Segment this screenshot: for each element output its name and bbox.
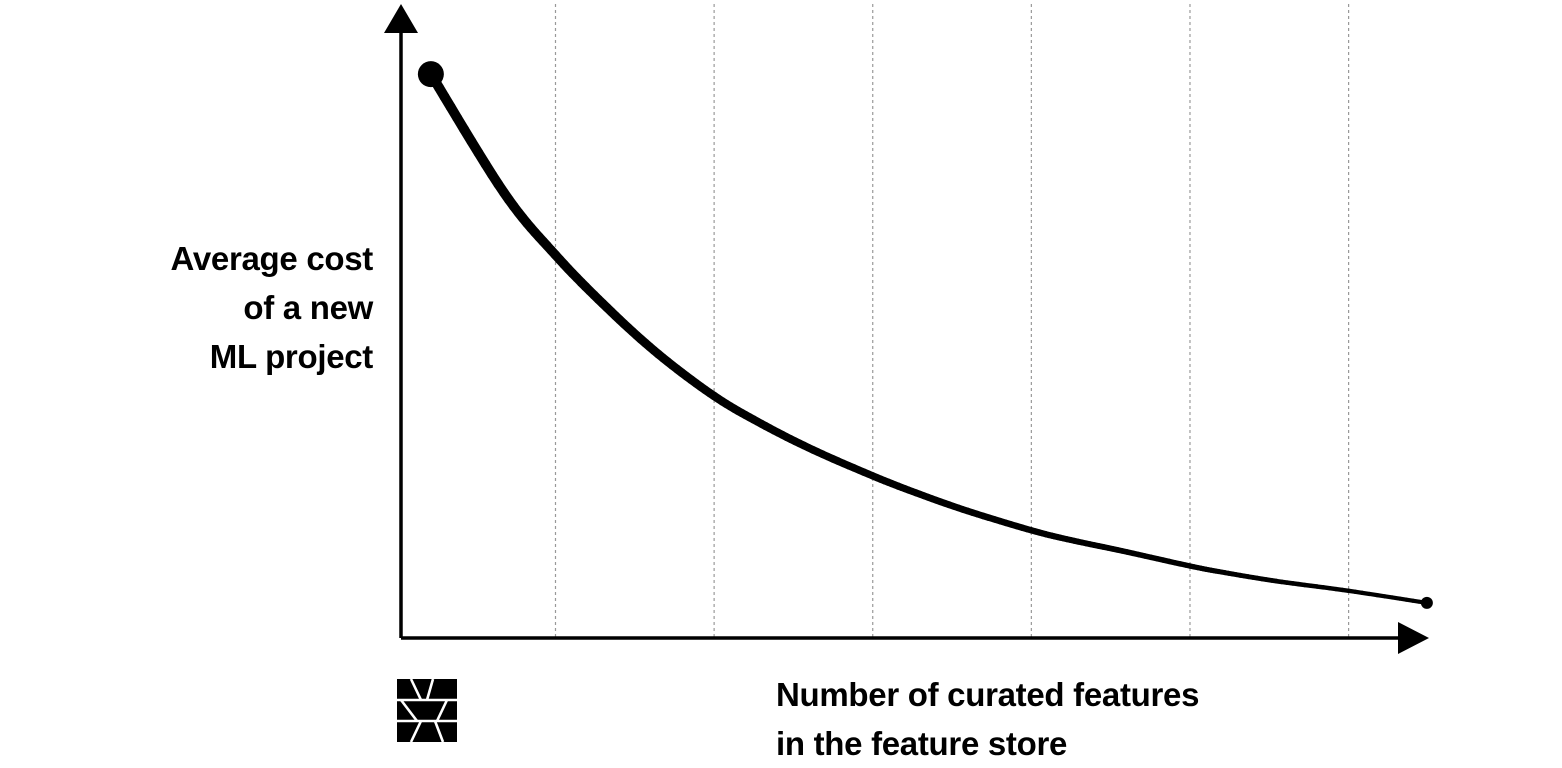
x-axis-label-line: in the feature store	[776, 719, 1199, 768]
y-axis-arrow	[384, 4, 418, 33]
y-axis-label-line: of a new	[60, 283, 373, 332]
x-axis-label: Number of curated features in the featur…	[776, 670, 1199, 768]
x-axis-arrow	[1398, 622, 1429, 654]
y-axis-label: Average cost of a new ML project	[60, 234, 373, 381]
series-start-point	[418, 61, 444, 87]
y-axis-label-line: ML project	[60, 332, 373, 381]
publisher-logo	[397, 679, 457, 742]
axes	[384, 4, 1429, 654]
series-end-point	[1421, 597, 1433, 609]
series-curve	[418, 61, 1433, 609]
y-axis-label-line: Average cost	[60, 234, 373, 283]
x-axis-label-line: Number of curated features	[776, 670, 1199, 719]
grid	[556, 4, 1349, 638]
